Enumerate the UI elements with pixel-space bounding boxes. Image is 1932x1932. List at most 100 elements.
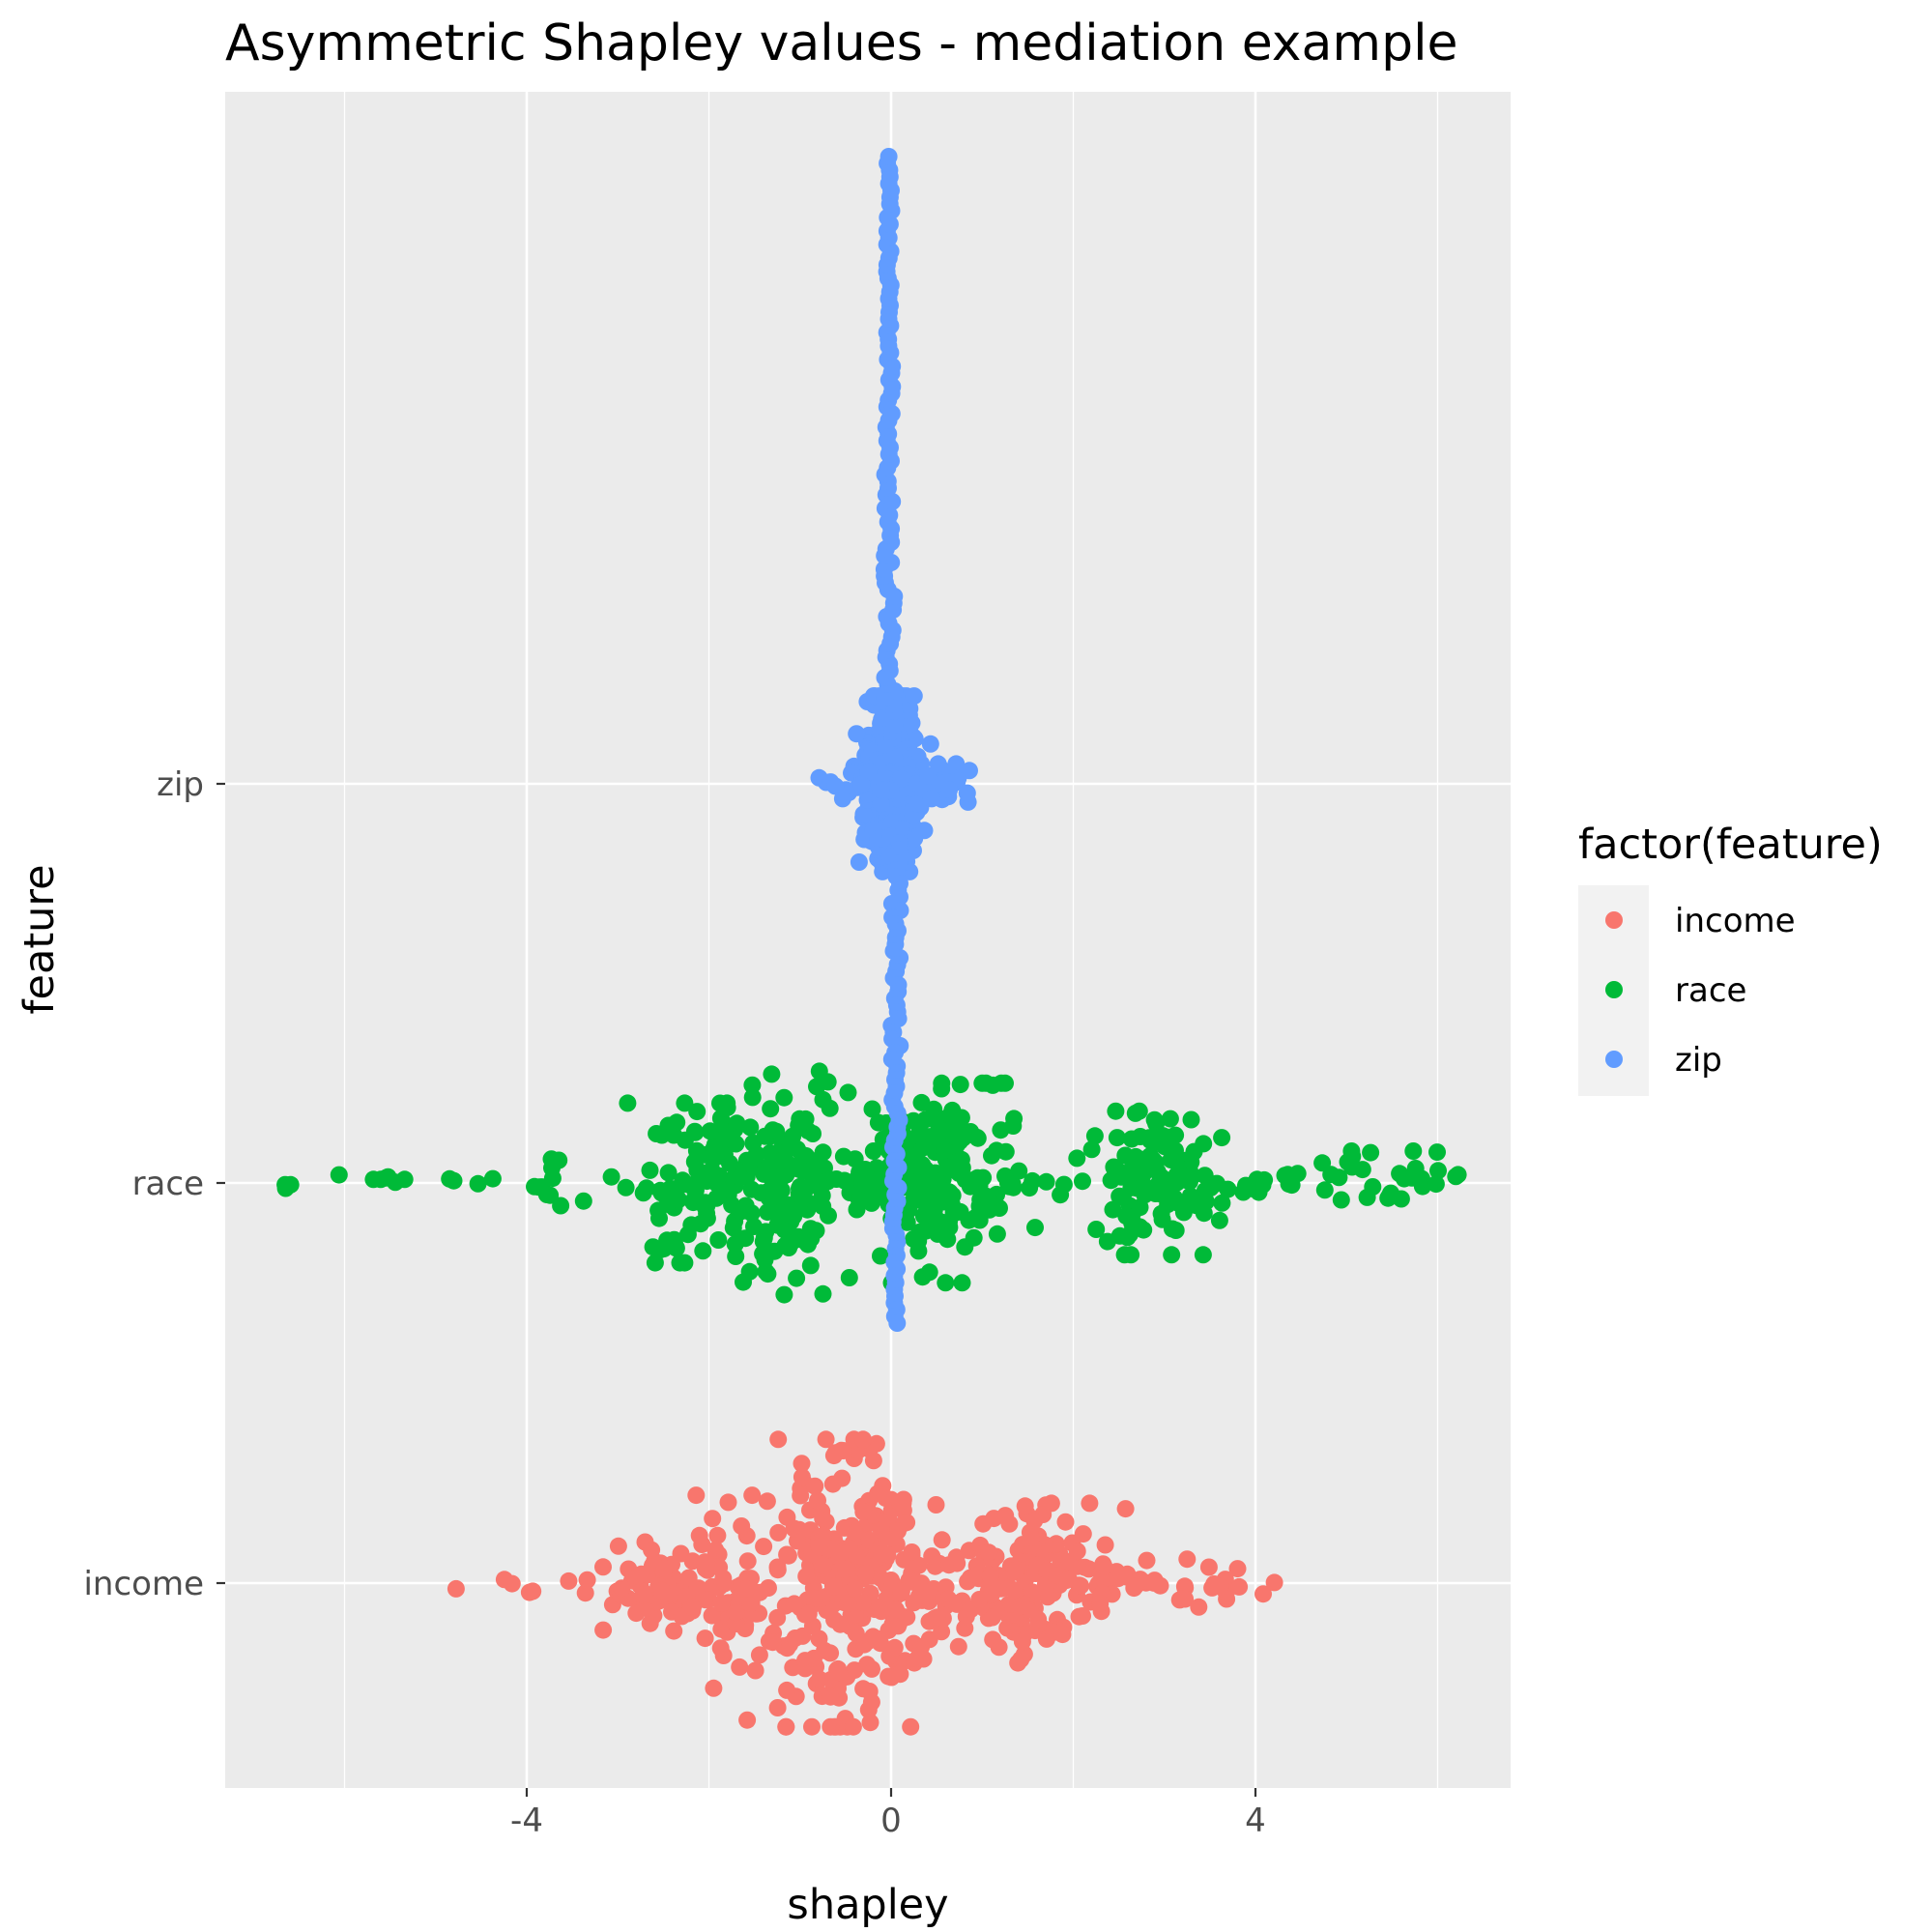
income-point	[1022, 1528, 1040, 1546]
race-point	[678, 1226, 697, 1244]
race-point	[775, 1285, 793, 1304]
race-point	[706, 1142, 724, 1160]
race-point	[930, 1119, 948, 1138]
income-point	[883, 1615, 902, 1633]
zip-point	[940, 781, 959, 798]
income-point	[793, 1468, 811, 1486]
income-point	[1151, 1576, 1169, 1595]
race-point	[968, 1129, 987, 1147]
income-point	[855, 1635, 874, 1654]
income-point	[705, 1679, 723, 1697]
race-point	[951, 1202, 969, 1221]
race-point	[1122, 1130, 1140, 1148]
race-point	[1104, 1200, 1122, 1219]
income-point	[682, 1598, 701, 1616]
zip-point	[921, 735, 939, 753]
race-point	[1085, 1127, 1104, 1145]
race-point	[1358, 1188, 1376, 1206]
income-point	[1091, 1595, 1110, 1612]
race-point	[1150, 1174, 1168, 1193]
race-point	[1107, 1102, 1125, 1120]
income-point	[643, 1541, 661, 1559]
income-point	[672, 1544, 690, 1563]
race-point	[1164, 1220, 1181, 1238]
income-point	[786, 1629, 804, 1647]
income-point	[983, 1585, 1001, 1603]
race-point	[711, 1110, 730, 1127]
race-point	[1213, 1129, 1231, 1147]
race-point	[869, 1170, 887, 1189]
race-point	[1161, 1110, 1179, 1128]
income-point	[704, 1510, 722, 1528]
x-tick-label: 4	[1245, 1802, 1266, 1840]
income-point	[594, 1621, 613, 1639]
income-point	[750, 1646, 768, 1664]
income-point	[980, 1543, 998, 1562]
race-point	[956, 1238, 974, 1256]
income-point	[712, 1594, 731, 1612]
race-point	[694, 1242, 712, 1260]
zip-point	[906, 730, 924, 748]
zip-point	[919, 766, 937, 785]
race-point	[276, 1175, 295, 1194]
race-point	[1322, 1166, 1341, 1184]
race-point	[1197, 1193, 1215, 1211]
income-point	[708, 1526, 727, 1544]
zip-point	[850, 853, 868, 871]
income-point	[927, 1496, 945, 1514]
race-point	[1010, 1162, 1028, 1180]
race-point	[765, 1242, 784, 1260]
race-point	[732, 1168, 749, 1187]
race-point	[602, 1168, 620, 1186]
y-tick-label: income	[83, 1565, 204, 1603]
income-point	[809, 1491, 826, 1510]
income-point	[1116, 1500, 1135, 1518]
race-point	[940, 1218, 959, 1236]
race-point	[1074, 1172, 1091, 1191]
race-point	[1052, 1186, 1070, 1204]
income-point	[1095, 1557, 1113, 1575]
race-point	[1098, 1232, 1116, 1251]
income-point	[447, 1579, 465, 1598]
income-point	[1042, 1494, 1060, 1513]
zip-point	[872, 781, 890, 799]
race-point	[759, 1265, 777, 1283]
race-point	[793, 1162, 812, 1180]
income-point	[833, 1469, 851, 1487]
income-point	[981, 1567, 999, 1585]
race-point	[1210, 1211, 1228, 1229]
legend-key-income	[1605, 911, 1623, 929]
race-point	[1196, 1167, 1214, 1185]
income-point	[1199, 1558, 1218, 1576]
race-point	[686, 1181, 705, 1199]
income-point	[872, 1545, 890, 1563]
income-point	[687, 1486, 706, 1505]
legend-key-race	[1605, 981, 1623, 998]
race-point	[864, 1189, 882, 1207]
income-point	[768, 1558, 787, 1576]
race-point	[1115, 1246, 1134, 1264]
x-axis-title: shapley	[787, 1881, 948, 1929]
legend-label-income: income	[1675, 902, 1796, 940]
income-point	[822, 1687, 840, 1706]
race-point	[775, 1088, 793, 1107]
income-point	[811, 1670, 828, 1688]
income-point	[817, 1513, 835, 1531]
income-point	[738, 1711, 757, 1729]
income-point	[714, 1570, 733, 1588]
income-point	[731, 1658, 749, 1676]
race-point	[1112, 1168, 1131, 1186]
race-point	[791, 1177, 809, 1196]
race-point	[659, 1164, 678, 1182]
income-point	[822, 1717, 840, 1736]
income-point	[560, 1572, 578, 1590]
race-point	[483, 1169, 502, 1188]
race-point	[701, 1122, 719, 1140]
income-point	[632, 1565, 650, 1583]
race-point	[1116, 1146, 1135, 1165]
income-point	[831, 1615, 850, 1633]
income-point	[905, 1594, 923, 1612]
zip-point	[872, 794, 890, 813]
income-point	[854, 1430, 872, 1449]
race-point	[617, 1178, 635, 1197]
